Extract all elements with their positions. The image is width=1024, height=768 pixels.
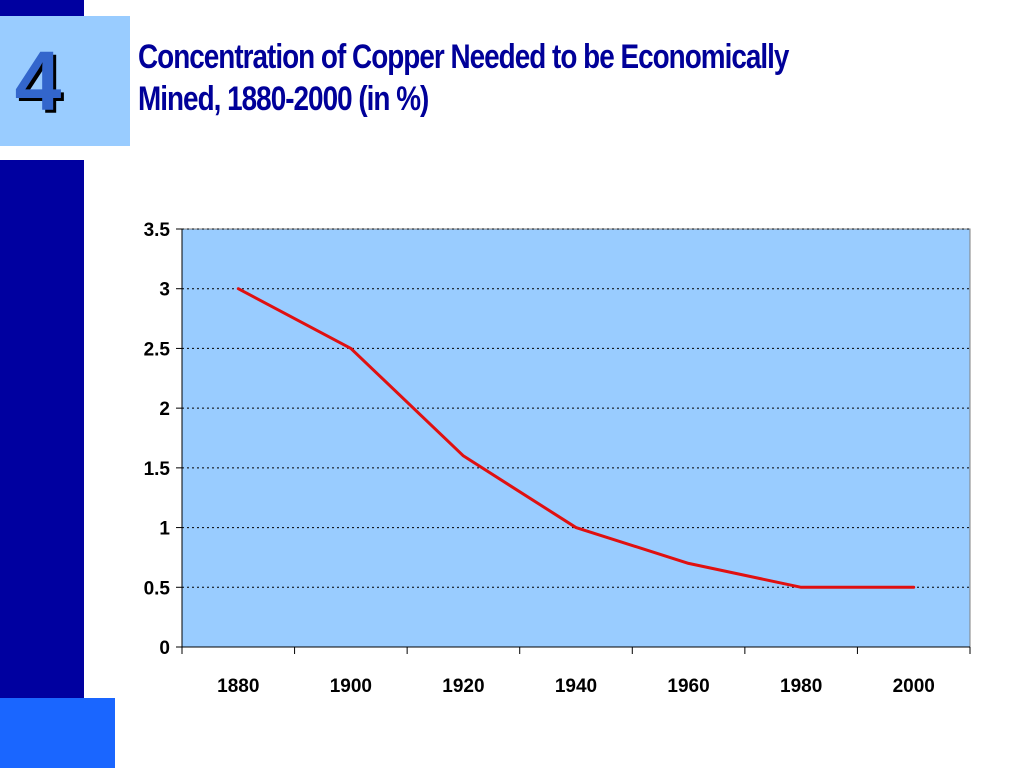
x-tick-label: 1960 <box>667 676 709 697</box>
y-tick-label: 3 <box>159 280 170 301</box>
data-point <box>350 347 352 349</box>
y-tick-label: 1 <box>159 519 170 540</box>
data-point <box>462 455 464 457</box>
x-tick-label: 1900 <box>330 676 372 697</box>
data-point <box>688 562 690 564</box>
x-tick-label: 1980 <box>780 676 822 697</box>
x-tick-label: 2000 <box>893 676 935 697</box>
slide-number: 4 <box>14 34 62 128</box>
data-point <box>237 288 239 290</box>
x-tick-label: 1880 <box>217 676 259 697</box>
slide-title: Concentration of Copper Needed to be Eco… <box>138 36 1007 120</box>
y-tick-label: 3.5 <box>144 220 171 241</box>
slide-title-line-2: Mined, 1880-2000 (in %) <box>138 80 429 118</box>
y-tick-label: 2 <box>159 399 170 420</box>
bottom-accent-block <box>0 698 115 768</box>
plot-area <box>181 228 971 648</box>
x-tick-label: 1920 <box>442 676 484 697</box>
data-point <box>800 586 802 588</box>
y-tick-label: 0.5 <box>144 578 171 599</box>
y-tick-label: 1.5 <box>144 459 171 480</box>
data-point <box>913 586 915 588</box>
slide-number-box: 4 <box>0 16 130 146</box>
data-point <box>575 527 577 529</box>
left-accent-divider <box>0 146 84 160</box>
y-tick-label: 0 <box>159 638 170 659</box>
slide-title-line-1: Concentration of Copper Needed to be Eco… <box>138 38 789 76</box>
y-tick-label: 2.5 <box>144 339 171 360</box>
x-tick-label: 1940 <box>555 676 597 697</box>
